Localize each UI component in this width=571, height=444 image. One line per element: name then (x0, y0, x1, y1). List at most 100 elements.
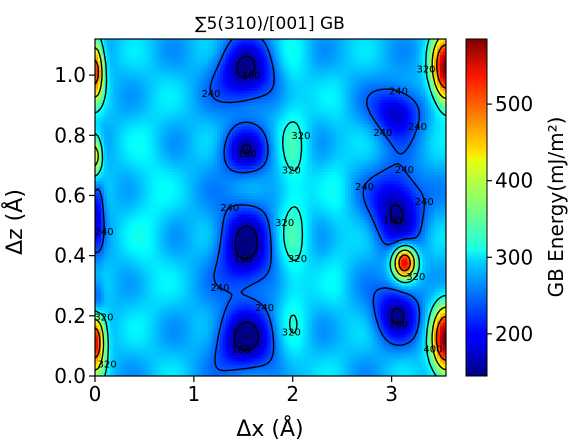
heatmap-cell (380, 363, 385, 368)
heatmap-cell (362, 360, 367, 365)
heatmap-cell (383, 357, 388, 362)
heatmap-cell (252, 369, 257, 374)
heatmap-cell (231, 366, 236, 371)
heatmap-cell (285, 369, 289, 374)
heatmap-cell (329, 351, 334, 356)
heatmap-cell (163, 357, 167, 362)
heatmap-cell (240, 354, 245, 359)
heatmap-cell (222, 372, 227, 376)
heatmap-cell (419, 351, 423, 356)
heatmap-cell (237, 357, 242, 362)
heatmap-cell (157, 372, 162, 376)
heatmap-cell (419, 357, 423, 362)
heatmap-cell (350, 360, 355, 365)
heatmap-cell (264, 366, 269, 371)
heatmap-cell (422, 363, 426, 368)
heatmap-cell (338, 372, 343, 376)
heatmap-cell (237, 363, 242, 368)
heatmap-cell (219, 360, 224, 365)
heatmap-cell (97, 357, 102, 362)
heatmap-cell (178, 354, 182, 359)
heatmap-cell (100, 360, 105, 365)
heatmap-cell (124, 363, 129, 368)
heatmap-cell (443, 363, 446, 368)
heatmap-cell (136, 357, 141, 362)
heatmap-cell (392, 369, 397, 374)
heatmap-cell (258, 351, 263, 356)
heatmap-cell (380, 372, 385, 376)
heatmap-cell (160, 351, 165, 356)
heatmap-cell (97, 366, 102, 371)
heatmap-cell (395, 354, 399, 359)
heatmap-cell (112, 372, 117, 376)
heatmap-cell (139, 348, 144, 353)
heatmap-cell (315, 354, 319, 359)
heatmap-cell (282, 360, 286, 365)
heatmap-cell (413, 351, 417, 356)
heatmap-cell (377, 360, 382, 365)
heatmap-cell (374, 366, 379, 371)
heatmap-cell (398, 360, 402, 365)
heatmap-cell (139, 351, 144, 356)
heatmap-cell (234, 357, 239, 362)
heatmap-cell (321, 357, 325, 362)
heatmap-cell (219, 348, 224, 353)
heatmap-cell (216, 372, 221, 376)
heatmap-cell (208, 366, 212, 371)
heatmap-cell (181, 372, 185, 376)
heatmap-cell (175, 360, 179, 365)
heatmap-cell (190, 351, 194, 356)
heatmap-cell (112, 366, 117, 371)
heatmap-cell (413, 363, 417, 368)
heatmap-cell (115, 363, 120, 368)
heatmap-cell (148, 354, 153, 359)
heatmap-cell (300, 369, 304, 374)
heatmap-cell (416, 357, 420, 362)
heatmap-cell (318, 366, 322, 371)
heatmap-cell (359, 351, 364, 356)
heatmap-cell (344, 372, 349, 376)
heatmap-cell (175, 369, 179, 374)
heatmap-cell (213, 366, 218, 371)
heatmap-cell (249, 354, 254, 359)
heatmap-cell (252, 351, 257, 356)
heatmap-cell (374, 363, 379, 368)
heatmap-cell (309, 357, 313, 362)
heatmap-cell (285, 348, 289, 353)
heatmap-cell (267, 348, 272, 353)
heatmap-cell (297, 360, 301, 365)
heatmap-cell (205, 360, 209, 365)
heatmap-cell (193, 369, 197, 374)
heatmap-cell (252, 354, 257, 359)
heatmap-cell (103, 363, 108, 368)
heatmap-cell (154, 351, 159, 356)
heatmap-cell (329, 366, 334, 371)
heatmap-cell (282, 357, 286, 362)
heatmap-cell (303, 369, 307, 374)
heatmap-cell (127, 363, 132, 368)
heatmap-cell (243, 369, 248, 374)
heatmap-area: 1601601601601601602402402402402402402402… (95, 39, 446, 376)
heatmap-cell (419, 363, 423, 368)
heatmap-cell (428, 351, 432, 356)
heatmap-cell (377, 369, 382, 374)
heatmap-cell (297, 351, 301, 356)
heatmap-cell (109, 348, 114, 353)
heatmap-cell (347, 369, 352, 374)
heatmap-cell (190, 372, 194, 376)
heatmap-cell (276, 363, 281, 368)
heatmap-cell (437, 357, 441, 362)
heatmap-cell (115, 372, 120, 376)
heatmap-cell (258, 366, 263, 371)
heatmap-cell (386, 360, 391, 365)
heatmap-cell (440, 351, 444, 356)
heatmap-cell (434, 351, 438, 356)
heatmap-cell (222, 354, 227, 359)
heatmap-cell (371, 366, 376, 371)
heatmap-cell (112, 348, 117, 353)
heatmap-cell (282, 354, 286, 359)
heatmap-cell (374, 351, 379, 356)
heatmap-cell (169, 372, 173, 376)
heatmap-cell (234, 372, 239, 376)
